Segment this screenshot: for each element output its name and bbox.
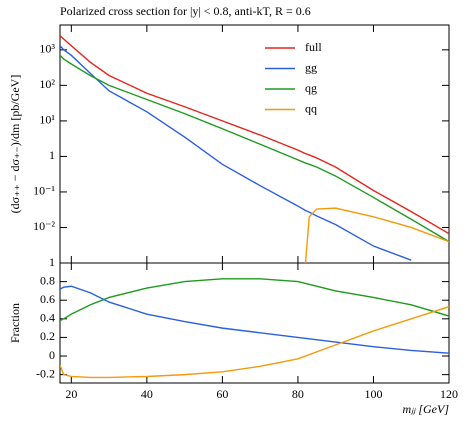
series-line [60, 54, 449, 243]
y-tick-label: 1 [49, 148, 55, 162]
y-tick-label: 0.6 [40, 292, 55, 306]
x-tick-label: 80 [292, 387, 304, 401]
y-tick-label: 10⁻¹ [33, 184, 55, 198]
y-tick-label: 0.8 [40, 273, 55, 287]
y-tick-label: 10³ [39, 42, 55, 56]
y-tick-label: 10¹ [39, 113, 55, 127]
y-tick-label: 0.2 [40, 329, 55, 343]
series-line [60, 35, 449, 235]
y-tick-label: 0.4 [40, 311, 55, 325]
series-line [304, 207, 449, 263]
x-tick-label: 40 [141, 387, 153, 401]
plot-frame [59, 262, 450, 384]
y-tick-label: 10⁻² [33, 219, 55, 233]
x-tick-label: 100 [364, 387, 382, 401]
y-axis-label: Fraction [8, 303, 22, 343]
chart-title: Polarized cross section for |y| < 0.8, a… [60, 4, 311, 18]
legend-label: gg [305, 60, 317, 74]
plot-frame [59, 24, 450, 264]
series-line [60, 306, 449, 379]
y-tick-label: 10² [39, 77, 55, 91]
legend-label: full [305, 40, 322, 54]
y-tick-label: 0 [49, 348, 55, 362]
x-tick-label: 60 [216, 387, 228, 401]
x-axis-label: mⱼⱼ [GeV] [402, 402, 449, 416]
y-axis-label: (dσ₊₊ − dσ₊₋)/dm [pb/GeV] [8, 75, 22, 214]
x-tick-label: 120 [440, 387, 458, 401]
y-tick-label: -0.2 [36, 366, 55, 380]
x-tick-label: 20 [65, 387, 77, 401]
y-tick-label: 1 [49, 255, 55, 269]
series-line [60, 285, 449, 354]
series-line [60, 278, 449, 322]
series-line [60, 45, 412, 261]
legend-label: qq [305, 101, 317, 115]
legend-label: qg [305, 81, 317, 95]
